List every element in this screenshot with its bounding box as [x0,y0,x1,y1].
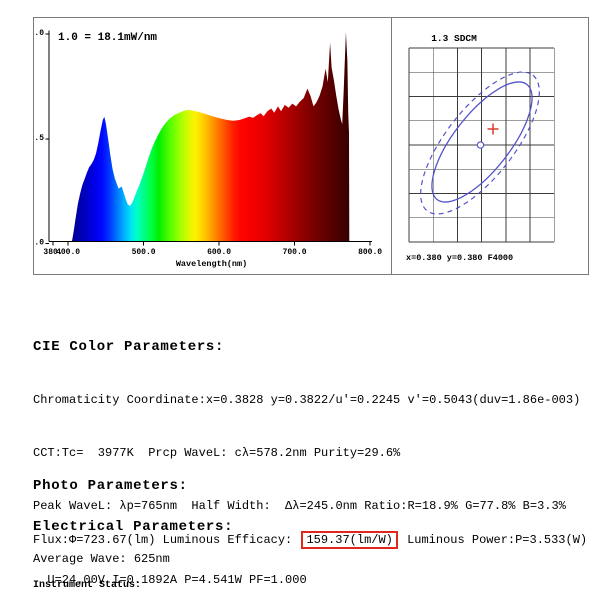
luminous-efficacy-highlight: 159.37(lm/W) [301,531,398,549]
x-tick-label: 380. [43,248,62,257]
y-tick-label: 0.5 [34,134,44,143]
electrical-section-heading: Electrical Parameters: [33,519,234,535]
instrument-status-heading: Instrument Status: [33,580,142,591]
spectrum-curve [71,32,350,242]
flux-line: Flux:Φ=723.67(lm) Luminous Efficacy: 159… [33,531,587,550]
photo-parameters-section: Photo Parameters: Flux:Φ=723.67(lm) Lumi… [33,441,587,586]
y-tick-label: 0.0 [34,239,44,248]
average-wave-line: Average Wave: 625nm [33,552,170,566]
x-tick-label: 600.0 [207,248,231,257]
cct-purity-line: CCT:Tc= 3977K Prcp WaveL: cλ=578.2nm Pur… [33,446,401,460]
x-tick-label: 700.0 [283,248,307,257]
sdcm-caption: x=0.380 y=0.380 F4000 [406,253,513,263]
y-tick-label: 1.0 [34,29,44,38]
luminous-power-value: Luminous Power:P=3.533(W) [399,533,588,547]
flux-value: Flux:Φ=723.67(lm) Luminous Efficacy: [33,533,300,547]
instrument-status-section: Instrument Status: Scan Range:380.0nm-80… [33,543,537,600]
sdcm-title: 1.3 SDCM [431,33,477,44]
cie-color-parameters-section: CIE Color Parameters: Chromaticity Coord… [33,302,580,600]
sdcm-panel: 1.3 SDCM x=0.380 y=0.380 F4000 [391,17,589,275]
photo-section-heading: Photo Parameters: [33,478,188,494]
chromaticity-line: Chromaticity Coordinate:x=0.3828 y=0.382… [33,393,581,407]
x-tick-label: 800.0 [358,248,382,257]
x-tick-label: 500.0 [132,248,156,257]
electrical-parameters-section: Electrical Parameters: U=24.00V I=0.1892… [33,482,307,600]
scale-annotation: 1.0 = 18.1mW/nm [58,32,157,44]
cie-section-heading: CIE Color Parameters: [33,339,225,355]
x-tick-label: 400.0 [56,248,80,257]
electrical-values-line: U=24.00V I=0.1892A P=4.541W PF=1.000 [33,573,307,587]
sdcm-ellipse-solid [431,81,533,203]
x-axis-title: Wavelength(nm) [176,259,247,269]
bin-center-marker [476,141,485,149]
sdcm-chart: 1.3 SDCM x=0.380 y=0.380 F4000 [406,33,555,263]
sdcm-ellipse-dashed [420,71,540,215]
peak-halfwidth-line: Peak WaveL: λp=765nm Half Width: Δλ=245.… [33,499,566,513]
